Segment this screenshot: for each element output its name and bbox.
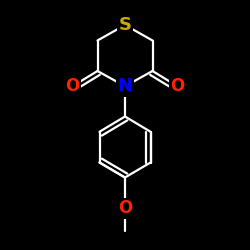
Text: O: O: [66, 77, 80, 95]
Text: N: N: [118, 77, 132, 95]
Text: S: S: [118, 16, 132, 34]
Text: O: O: [170, 77, 184, 95]
Text: O: O: [118, 199, 132, 217]
